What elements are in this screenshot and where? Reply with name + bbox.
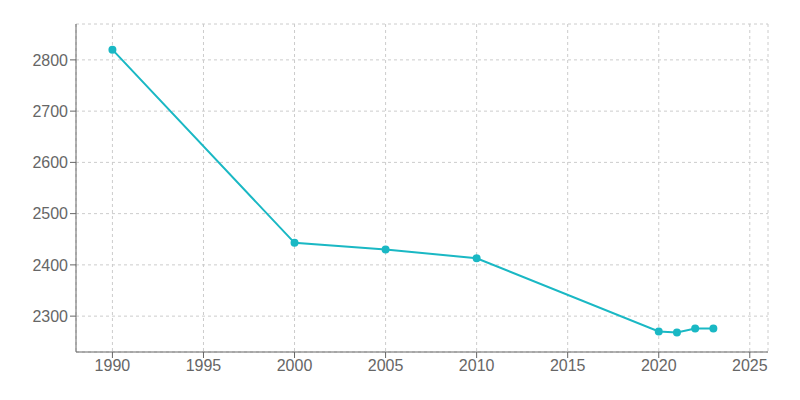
svg-text:2300: 2300: [32, 308, 68, 325]
svg-text:2020: 2020: [641, 357, 677, 374]
svg-text:2005: 2005: [368, 357, 404, 374]
svg-text:2600: 2600: [32, 154, 68, 171]
svg-text:2015: 2015: [550, 357, 586, 374]
svg-text:2010: 2010: [459, 357, 495, 374]
svg-text:2000: 2000: [277, 357, 313, 374]
svg-text:2400: 2400: [32, 257, 68, 274]
svg-text:2800: 2800: [32, 52, 68, 69]
svg-text:1990: 1990: [95, 357, 131, 374]
svg-text:2700: 2700: [32, 103, 68, 120]
svg-text:2500: 2500: [32, 205, 68, 222]
svg-text:2025: 2025: [732, 357, 768, 374]
svg-text:1995: 1995: [186, 357, 222, 374]
